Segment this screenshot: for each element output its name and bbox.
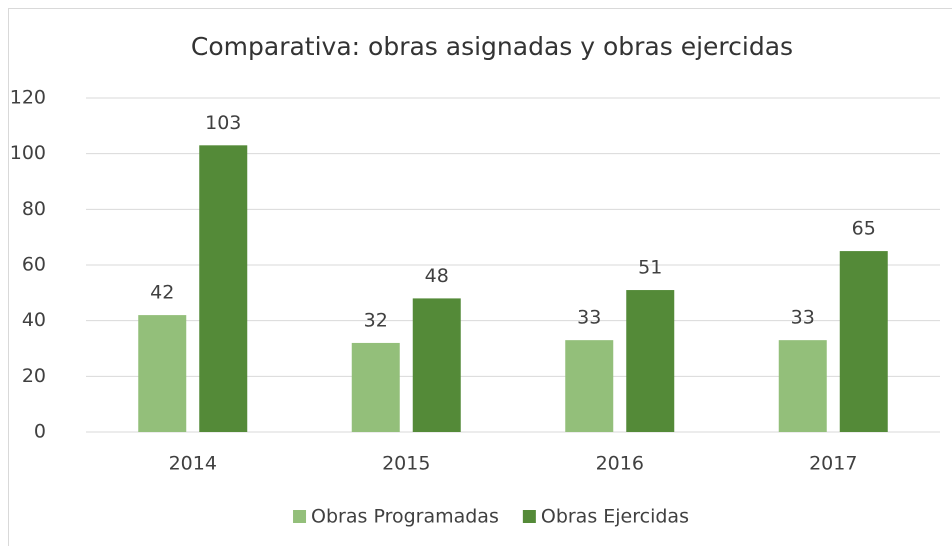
y-tick-label: 100 — [10, 142, 46, 164]
legend-swatch — [522, 510, 536, 523]
x-tick-label: 2015 — [382, 453, 430, 475]
bar — [565, 340, 614, 432]
y-tick-label: 80 — [22, 198, 46, 220]
x-tick-label: 2014 — [169, 453, 217, 475]
data-label: 51 — [638, 257, 662, 279]
bar — [778, 340, 827, 432]
data-label: 33 — [791, 307, 815, 329]
x-tick-label: 2017 — [809, 453, 857, 475]
bar — [412, 298, 461, 432]
legend-label: Obras Ejercidas — [541, 506, 689, 528]
data-label: 65 — [852, 218, 876, 240]
data-label: 42 — [150, 282, 174, 304]
bar — [138, 315, 187, 432]
y-tick-label: 0 — [34, 421, 46, 443]
y-tick-label: 40 — [22, 309, 46, 331]
x-tick-label: 2016 — [596, 453, 644, 475]
data-label: 48 — [425, 265, 449, 287]
legend-label: Obras Programadas — [311, 506, 499, 528]
y-tick-label: 120 — [10, 87, 46, 109]
bar — [626, 290, 675, 432]
data-label: 103 — [205, 112, 241, 134]
bar — [351, 342, 400, 432]
data-label: 32 — [364, 309, 388, 331]
chart-title: Comparativa: obras asignadas y obras eje… — [191, 32, 793, 61]
bar — [199, 145, 248, 433]
y-tick-label: 60 — [22, 254, 46, 276]
data-label: 33 — [577, 307, 601, 329]
legend-swatch — [293, 510, 307, 523]
bar — [839, 251, 888, 432]
y-tick-label: 20 — [22, 365, 46, 387]
